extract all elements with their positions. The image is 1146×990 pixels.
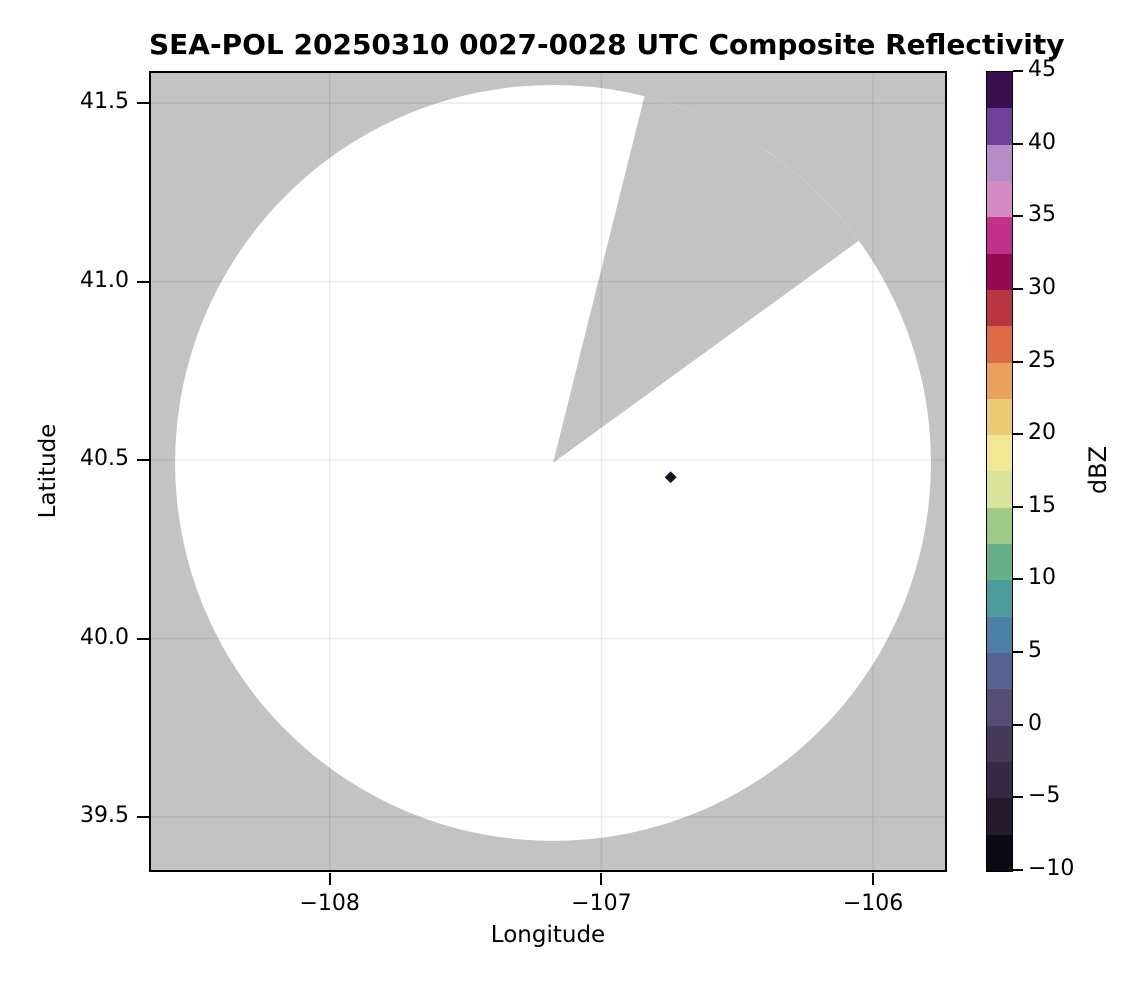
colorbar-band [987, 689, 1012, 726]
colorbar-band [987, 471, 1012, 508]
colorbar-tick-label: 45 [1028, 57, 1056, 82]
colorbar-band [987, 289, 1012, 327]
colorbar-tick-label: −5 [1028, 783, 1061, 809]
colorbar-band [987, 253, 1012, 290]
x-tick-label: −107 [571, 891, 632, 916]
y-tick-label: 39.5 [80, 803, 129, 829]
colorbar-band [987, 616, 1012, 653]
y-tick-mark [137, 637, 149, 640]
x-tick-mark [872, 873, 875, 885]
x-axis-label: Longitude [490, 922, 606, 948]
colorbar-tick-mark [1013, 287, 1023, 290]
colorbar-band [987, 180, 1012, 218]
colorbar-tick-mark [1013, 869, 1023, 871]
colorbar-tick-label: 15 [1028, 492, 1056, 518]
colorbar-band [987, 326, 1012, 363]
colorbar-tick-mark [1013, 433, 1023, 436]
y-tick-mark [137, 102, 149, 105]
x-tick-mark [328, 873, 331, 885]
y-tick-mark [137, 280, 149, 283]
colorbar-band [987, 217, 1012, 254]
y-tick-label: 40.0 [80, 624, 129, 650]
colorbar-band [987, 144, 1012, 181]
colorbar-band [987, 398, 1012, 436]
colorbar-band [987, 798, 1012, 835]
reflectivity-echo-pixel [664, 471, 677, 484]
colorbar-tick-label: 25 [1028, 347, 1056, 373]
chart-title: SEA-POL 20250310 0027-0028 UTC Composite… [149, 28, 1065, 61]
colorbar-tick-label: 40 [1028, 129, 1056, 155]
colorbar-band [987, 834, 1012, 871]
colorbar-tick-label: 0 [1028, 710, 1042, 736]
y-tick-label: 41.0 [80, 267, 129, 293]
colorbar-tick-mark [1013, 142, 1023, 145]
colorbar-tick-label: 35 [1028, 202, 1056, 228]
colorbar-tick-mark [1013, 651, 1023, 654]
colorbar-band [987, 580, 1012, 617]
colorbar-tick-mark [1013, 796, 1023, 799]
y-tick-mark [137, 816, 149, 819]
colorbar-band [987, 725, 1012, 762]
colorbar-tick-mark [1013, 505, 1023, 508]
colorbar-tick-mark [1013, 723, 1023, 726]
radar-map-plot [149, 71, 947, 872]
colorbar-tick-label: 10 [1028, 565, 1056, 591]
colorbar-band [987, 108, 1012, 145]
colorbar-tick-mark [1013, 70, 1023, 72]
x-tick-label: −108 [299, 891, 360, 916]
colorbar-label: dBZ [1084, 445, 1112, 495]
colorbar-band [987, 544, 1012, 581]
y-tick-label: 41.5 [80, 89, 129, 115]
colorbar-band [987, 761, 1012, 799]
colorbar-band [987, 362, 1012, 399]
colorbar-tick-mark [1013, 360, 1023, 363]
colorbar-band [987, 72, 1012, 109]
x-tick-mark [600, 873, 603, 885]
colorbar-tick-mark [1013, 578, 1023, 581]
x-tick-label: −106 [842, 891, 904, 916]
colorbar-tick-label: 5 [1028, 638, 1042, 664]
colorbar-band [987, 435, 1012, 472]
colorbar-band [987, 507, 1012, 545]
y-tick-mark [137, 459, 149, 462]
y-tick-label: 40.5 [80, 446, 129, 472]
colorbar-tick-label: 20 [1028, 420, 1056, 446]
blocked-sector-wedge [553, 96, 859, 463]
colorbar-band [987, 653, 1012, 690]
colorbar-tick-label: −10 [1028, 856, 1075, 881]
colorbar-tick-mark [1013, 215, 1023, 218]
colorbar-tick-label: 30 [1028, 274, 1056, 300]
colorbar [986, 71, 1013, 872]
